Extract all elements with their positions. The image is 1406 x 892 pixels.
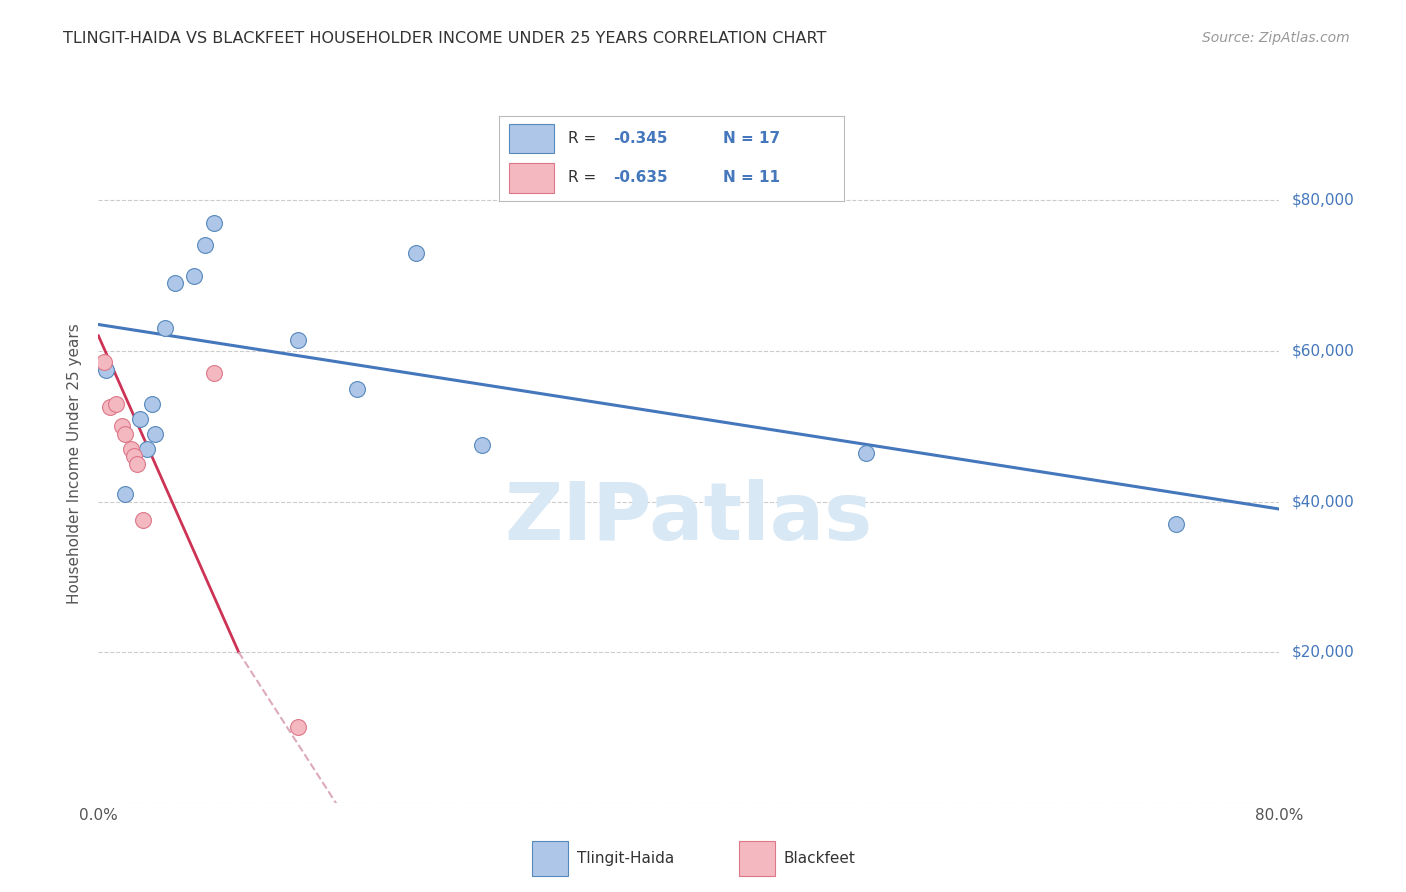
Point bbox=[287, 333, 309, 347]
Point bbox=[114, 426, 136, 441]
Point bbox=[194, 238, 217, 252]
Text: N = 17: N = 17 bbox=[723, 131, 780, 146]
Point bbox=[471, 438, 494, 452]
Point bbox=[346, 382, 368, 396]
Text: Blackfeet: Blackfeet bbox=[785, 851, 856, 866]
Text: $60,000: $60,000 bbox=[1291, 343, 1354, 359]
Point bbox=[120, 442, 142, 456]
Text: N = 11: N = 11 bbox=[723, 170, 780, 186]
Point bbox=[141, 396, 163, 410]
FancyBboxPatch shape bbox=[509, 163, 554, 193]
Point bbox=[125, 457, 148, 471]
Point bbox=[114, 487, 136, 501]
Point bbox=[132, 513, 155, 527]
Point bbox=[93, 355, 115, 369]
Text: $80,000: $80,000 bbox=[1291, 193, 1354, 208]
Point bbox=[98, 401, 121, 415]
Point bbox=[287, 721, 309, 735]
Text: -0.345: -0.345 bbox=[613, 131, 668, 146]
Point bbox=[136, 442, 159, 456]
FancyBboxPatch shape bbox=[740, 841, 775, 876]
Text: $40,000: $40,000 bbox=[1291, 494, 1354, 509]
Text: TLINGIT-HAIDA VS BLACKFEET HOUSEHOLDER INCOME UNDER 25 YEARS CORRELATION CHART: TLINGIT-HAIDA VS BLACKFEET HOUSEHOLDER I… bbox=[63, 31, 827, 46]
Text: -0.635: -0.635 bbox=[613, 170, 668, 186]
Y-axis label: Householder Income Under 25 years: Householder Income Under 25 years bbox=[67, 324, 83, 604]
Text: R =: R = bbox=[568, 131, 602, 146]
Point bbox=[855, 445, 877, 459]
Point bbox=[105, 396, 128, 410]
Point bbox=[122, 450, 145, 464]
FancyBboxPatch shape bbox=[509, 124, 554, 153]
Point bbox=[183, 268, 205, 283]
Text: R =: R = bbox=[568, 170, 602, 186]
Point bbox=[143, 426, 166, 441]
Point bbox=[405, 246, 427, 260]
Point bbox=[165, 276, 187, 290]
Text: Source: ZipAtlas.com: Source: ZipAtlas.com bbox=[1202, 31, 1350, 45]
Point bbox=[1164, 517, 1187, 532]
Point bbox=[153, 321, 176, 335]
Text: ZIPatlas: ZIPatlas bbox=[505, 479, 873, 558]
Point bbox=[94, 362, 117, 376]
FancyBboxPatch shape bbox=[531, 841, 568, 876]
Text: Tlingit-Haida: Tlingit-Haida bbox=[576, 851, 675, 866]
Point bbox=[202, 216, 225, 230]
Text: $20,000: $20,000 bbox=[1291, 645, 1354, 660]
Point bbox=[202, 367, 225, 381]
Point bbox=[128, 411, 150, 425]
Point bbox=[111, 419, 134, 434]
